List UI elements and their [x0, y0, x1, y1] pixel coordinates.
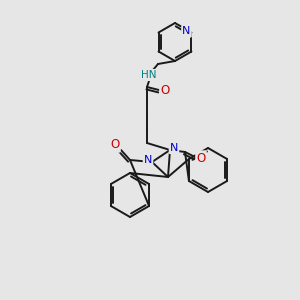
Text: N: N	[144, 155, 152, 165]
Text: HN: HN	[141, 70, 157, 80]
Text: N: N	[170, 143, 178, 153]
Text: N: N	[182, 26, 190, 37]
Text: O: O	[160, 83, 169, 97]
Text: O: O	[196, 152, 206, 164]
Text: O: O	[110, 139, 120, 152]
